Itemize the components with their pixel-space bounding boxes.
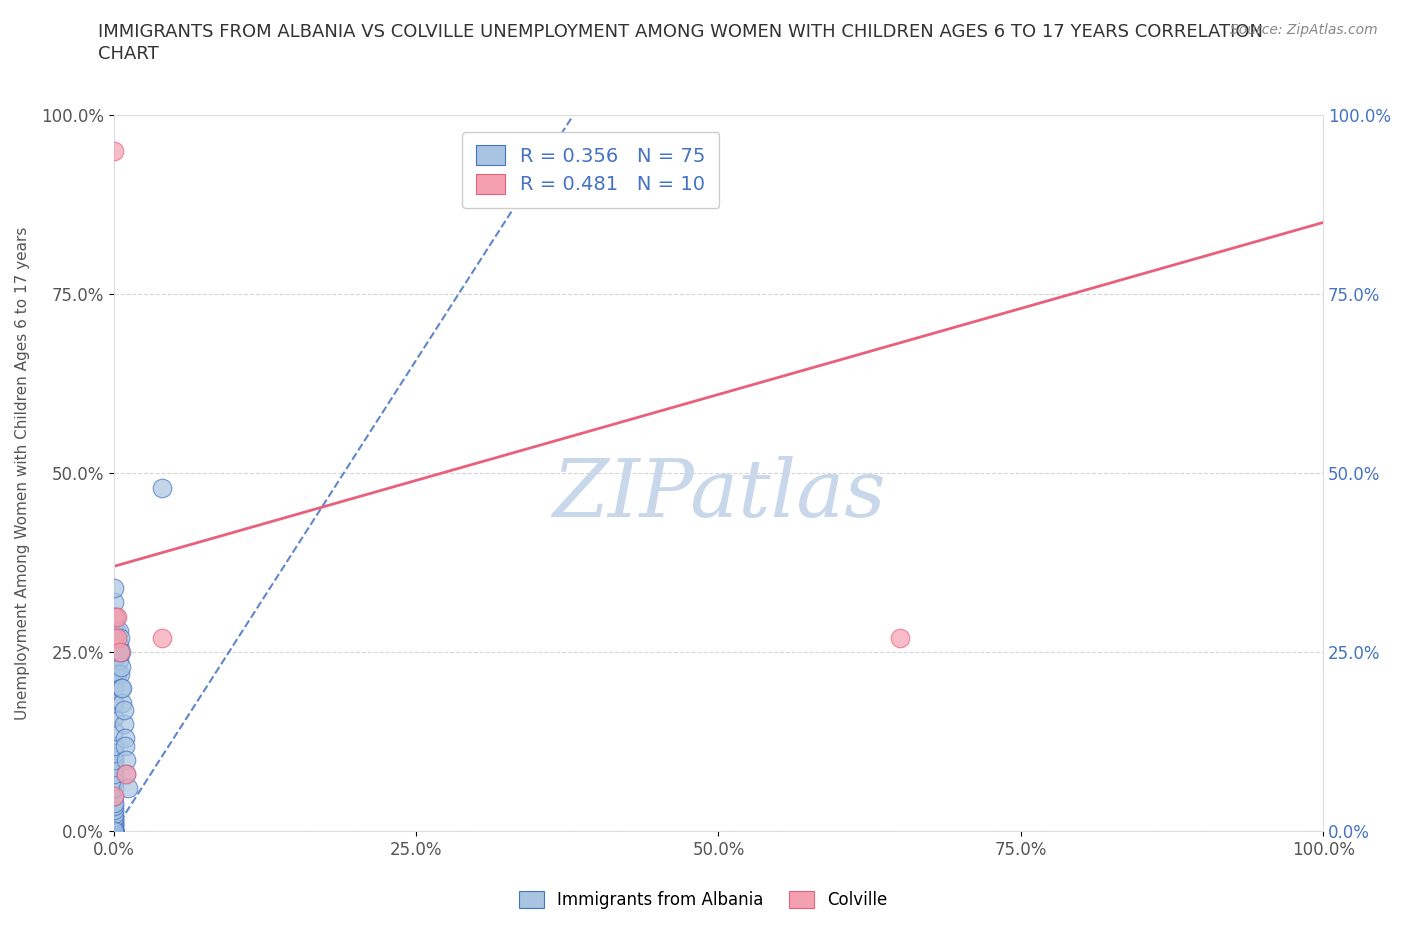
Point bbox=[103, 810, 125, 825]
Point bbox=[103, 695, 125, 710]
Point bbox=[112, 702, 135, 717]
Point bbox=[103, 595, 125, 610]
Point bbox=[103, 799, 125, 814]
Point bbox=[103, 803, 125, 817]
Point bbox=[103, 814, 125, 829]
Point bbox=[103, 795, 125, 810]
Point bbox=[103, 631, 125, 645]
Point bbox=[114, 738, 136, 753]
Point bbox=[103, 774, 125, 789]
Point bbox=[103, 752, 125, 767]
Point bbox=[103, 824, 125, 839]
Point bbox=[103, 766, 125, 781]
Point bbox=[108, 644, 131, 659]
Point bbox=[103, 816, 125, 830]
Point bbox=[112, 717, 135, 732]
Point bbox=[108, 667, 131, 682]
Point bbox=[107, 609, 129, 624]
Point bbox=[103, 824, 125, 839]
Point bbox=[110, 659, 132, 674]
Point bbox=[103, 609, 125, 624]
Point bbox=[103, 824, 125, 839]
Point bbox=[103, 824, 125, 839]
Point bbox=[103, 760, 125, 775]
Point bbox=[117, 781, 139, 796]
Point bbox=[150, 480, 173, 495]
Point bbox=[103, 824, 125, 839]
Point bbox=[103, 824, 125, 839]
Point bbox=[103, 638, 125, 653]
Point bbox=[103, 824, 125, 839]
Legend: R = 0.356   N = 75, R = 0.481   N = 10: R = 0.356 N = 75, R = 0.481 N = 10 bbox=[463, 132, 720, 208]
Point bbox=[103, 818, 125, 833]
Point bbox=[103, 623, 125, 638]
Point bbox=[103, 806, 125, 821]
Point bbox=[103, 817, 125, 831]
Point bbox=[103, 781, 125, 796]
Point bbox=[115, 766, 138, 781]
Point bbox=[107, 638, 129, 653]
Point bbox=[114, 731, 136, 746]
Point bbox=[103, 824, 125, 839]
Point bbox=[108, 631, 131, 645]
Point bbox=[103, 652, 125, 667]
Point bbox=[103, 580, 125, 595]
Point bbox=[103, 824, 125, 839]
Point bbox=[107, 644, 129, 659]
Point bbox=[103, 745, 125, 760]
Point bbox=[889, 631, 911, 645]
Point bbox=[107, 631, 129, 645]
Point bbox=[103, 738, 125, 753]
Text: ZIPatlas: ZIPatlas bbox=[551, 456, 886, 534]
Point bbox=[107, 652, 129, 667]
Point bbox=[103, 824, 125, 839]
Point bbox=[103, 811, 125, 826]
Point bbox=[103, 824, 125, 839]
Point bbox=[103, 724, 125, 738]
Point bbox=[103, 789, 125, 804]
Point bbox=[107, 667, 129, 682]
Point bbox=[103, 824, 125, 839]
Point bbox=[105, 623, 128, 638]
Point bbox=[107, 631, 129, 645]
Point bbox=[103, 824, 125, 839]
Point bbox=[111, 681, 134, 696]
Point bbox=[110, 644, 132, 659]
Text: IMMIGRANTS FROM ALBANIA VS COLVILLE UNEMPLOYMENT AMONG WOMEN WITH CHILDREN AGES : IMMIGRANTS FROM ALBANIA VS COLVILLE UNEM… bbox=[98, 23, 1264, 41]
Point bbox=[107, 623, 129, 638]
Point bbox=[115, 752, 138, 767]
Point bbox=[103, 710, 125, 724]
Point bbox=[103, 667, 125, 682]
Point bbox=[110, 681, 132, 696]
Point bbox=[108, 644, 131, 659]
Legend: Immigrants from Albania, Colville: Immigrants from Albania, Colville bbox=[510, 883, 896, 917]
Point bbox=[103, 143, 125, 158]
Point bbox=[103, 789, 125, 804]
Point bbox=[103, 824, 125, 839]
Point bbox=[103, 824, 125, 839]
Point bbox=[103, 824, 125, 839]
Point bbox=[103, 820, 125, 835]
Point bbox=[111, 695, 134, 710]
Text: CHART: CHART bbox=[98, 45, 159, 62]
Point bbox=[150, 631, 173, 645]
Point bbox=[115, 766, 138, 781]
Point bbox=[103, 824, 125, 839]
Text: Source: ZipAtlas.com: Source: ZipAtlas.com bbox=[1230, 23, 1378, 37]
Point bbox=[103, 824, 125, 839]
Point bbox=[103, 609, 125, 624]
Point bbox=[103, 824, 125, 839]
Point bbox=[105, 609, 128, 624]
Point bbox=[103, 824, 125, 839]
Y-axis label: Unemployment Among Women with Children Ages 6 to 17 years: Unemployment Among Women with Children A… bbox=[15, 227, 30, 720]
Point bbox=[103, 824, 125, 839]
Point bbox=[103, 681, 125, 696]
